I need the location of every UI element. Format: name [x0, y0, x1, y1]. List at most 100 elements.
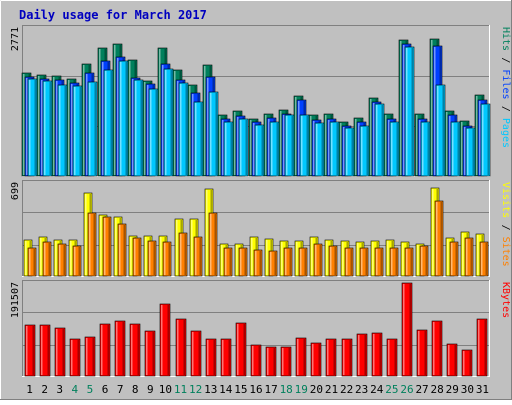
bar-shade-sites-day-21: [334, 247, 336, 275]
bar-highlight-kbytes-day-21: [327, 340, 329, 375]
bar-shade-pages-day-17: [276, 123, 278, 175]
bar-kbytes-day-5: [84, 336, 96, 377]
bar-shade-kbytes-day-8: [137, 325, 139, 375]
bar-highlight-sites-day-18: [285, 249, 287, 275]
bar-highlight-kbytes-day-5: [86, 338, 88, 375]
bar-highlight-kbytes-day-24: [373, 334, 375, 375]
bar-highlight-hits-day-22: [340, 123, 342, 175]
bar-shade-kbytes-day-20: [318, 344, 320, 375]
bar-sites-day-2: [42, 241, 52, 277]
bar-highlight-sites-day-7: [119, 225, 121, 275]
bar-shade-kbytes-day-16: [258, 346, 260, 375]
bar-kbytes-day-7: [114, 320, 126, 377]
bar-sites-day-18: [283, 247, 293, 277]
bar-shade-pages-day-7: [125, 62, 127, 175]
bar-shade-kbytes-day-14: [228, 340, 230, 375]
bar-shade-pages-day-19: [306, 116, 308, 175]
bar-shade-sites-day-3: [63, 245, 65, 275]
bar-shade-kbytes-day-15: [243, 324, 245, 375]
bar-highlight-visits-day-11: [176, 220, 178, 275]
bar-highlight-visits-day-1: [25, 241, 27, 275]
bar-highlight-pages-day-8: [135, 81, 137, 175]
bar-shade-kbytes-day-29: [454, 345, 456, 375]
bar-highlight-kbytes-day-29: [448, 345, 450, 375]
bar-shade-kbytes-day-12: [198, 332, 200, 375]
bar-highlight-visits-day-6: [100, 216, 102, 275]
bar-shade-sites-day-30: [470, 239, 472, 275]
bar-sites-day-15: [238, 247, 248, 277]
x-tick-label-day-23: 23: [355, 383, 368, 396]
bar-shade-kbytes-day-28: [439, 322, 441, 375]
x-tick-label-day-24: 24: [370, 383, 384, 396]
bar-highlight-files-day-24: [373, 103, 375, 175]
x-tick-label-day-14: 14: [219, 383, 233, 396]
bar-sites-day-22: [344, 247, 354, 277]
bar-shade-sites-day-29: [455, 243, 457, 275]
bar-highlight-visits-day-3: [55, 241, 57, 275]
bar-highlight-kbytes-day-12: [192, 332, 194, 375]
bar-highlight-pages-day-20: [316, 124, 318, 175]
bar-sites-day-24: [374, 247, 384, 277]
bar-highlight-pages-day-25: [391, 123, 393, 175]
panel-kbytes-bars: [24, 282, 488, 377]
bar-kbytes-day-30: [461, 349, 473, 377]
panel-visits-sites-label-separator-1: /: [500, 225, 511, 231]
bar-highlight-files-day-23: [358, 123, 360, 175]
bar-highlight-sites-day-24: [376, 249, 378, 275]
x-tick-label-day-31: 31: [476, 383, 489, 396]
bar-shade-pages-day-14: [230, 123, 232, 175]
bar-highlight-visits-day-31: [477, 235, 479, 275]
bar-shade-sites-day-18: [289, 249, 291, 275]
bar-highlight-visits-day-9: [145, 237, 147, 275]
bar-sites-day-27: [419, 245, 429, 277]
bar-shade-kbytes-day-27: [424, 331, 426, 375]
bar-highlight-kbytes-day-9: [146, 332, 148, 375]
bar-shade-pages-day-4: [79, 87, 81, 175]
bar-shade-sites-day-9: [153, 242, 155, 275]
bar-highlight-sites-day-20: [315, 245, 317, 275]
x-tick-label-day-6: 6: [102, 383, 109, 396]
panel-kbytes-max-label: 191507: [10, 282, 21, 318]
bar-shade-sites-day-20: [319, 245, 321, 275]
bar-shade-sites-day-5: [93, 214, 95, 275]
bar-kbytes-day-26: [401, 282, 413, 377]
bar-highlight-files-day-6: [102, 62, 104, 175]
bar-highlight-files-day-29: [449, 116, 451, 175]
bar-highlight-files-day-21: [328, 120, 330, 175]
bar-highlight-hits-day-13: [204, 66, 206, 175]
bar-highlight-hits-day-8: [129, 61, 131, 175]
bar-highlight-sites-day-4: [74, 247, 76, 275]
bar-shade-sites-day-11: [184, 234, 186, 275]
bar-shade-pages-day-9: [155, 90, 157, 175]
x-tick-label-day-12: 12: [189, 383, 202, 396]
bar-kbytes-day-2: [39, 324, 51, 377]
bar-sites-day-23: [359, 247, 369, 277]
bar-highlight-visits-day-21: [326, 241, 328, 275]
bar-shade-kbytes-day-24: [379, 334, 381, 375]
bar-highlight-hits-day-23: [355, 119, 357, 175]
bar-highlight-files-day-9: [147, 85, 149, 175]
bar-shade-sites-day-16: [259, 251, 261, 275]
bar-highlight-kbytes-day-19: [297, 339, 299, 375]
x-tick-label-day-11: 11: [174, 383, 187, 396]
x-tick-label-day-2: 2: [41, 383, 48, 396]
bar-highlight-visits-day-18: [281, 242, 283, 275]
bar-highlight-files-day-19: [298, 101, 300, 175]
bar-highlight-hits-day-29: [446, 112, 448, 175]
bar-highlight-pages-day-19: [301, 116, 303, 175]
bar-shade-pages-day-29: [457, 123, 459, 175]
bar-highlight-files-day-4: [71, 84, 73, 175]
bar-shade-sites-day-12: [199, 238, 201, 275]
bar-highlight-visits-day-29: [447, 239, 449, 275]
bar-highlight-kbytes-day-2: [41, 326, 43, 375]
bar-highlight-hits-day-10: [159, 49, 161, 175]
bar-highlight-files-day-30: [464, 127, 466, 175]
bar-highlight-pages-day-7: [120, 62, 122, 175]
bar-highlight-sites-day-28: [436, 202, 438, 275]
bar-shade-pages-day-21: [336, 123, 338, 175]
bar-shade-sites-day-13: [214, 214, 216, 275]
bar-shade-pages-day-12: [200, 103, 202, 175]
bar-shade-kbytes-day-19: [303, 339, 305, 375]
bar-kbytes-day-31: [476, 318, 488, 377]
bar-highlight-kbytes-day-7: [116, 322, 118, 375]
